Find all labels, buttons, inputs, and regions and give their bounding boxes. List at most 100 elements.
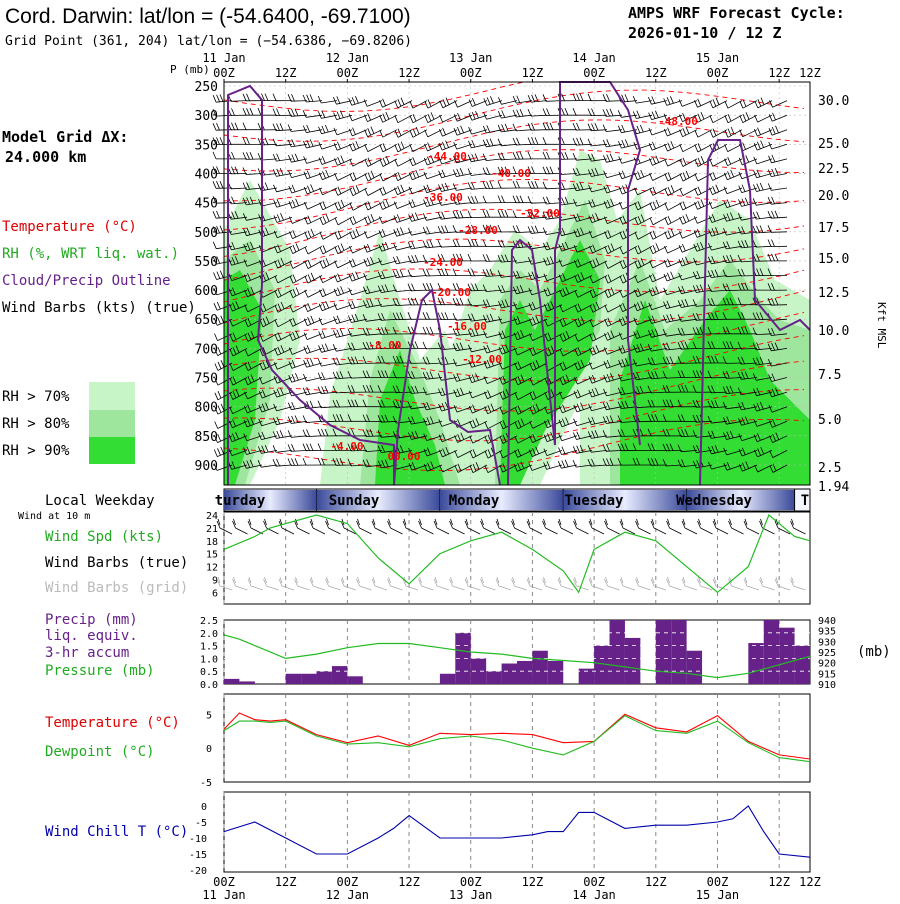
upper-barb-389 [423,461,443,472]
upper-barb-962 [769,100,788,108]
upper-barb-104 [272,93,293,102]
upper-barb-497 [497,138,518,147]
upper-barb-376 [422,268,443,277]
upper-barb-469 [483,112,503,120]
upper-barb-474 [482,181,503,189]
wind-barb-grid-15 [449,576,465,591]
upper-barb-634 [573,245,593,253]
upper-barb-498 [497,152,518,161]
upper-barb-40 [229,301,248,312]
upper-barb-451 [467,224,488,233]
upper-barb-501 [497,195,517,203]
pressure-ytick-920: 920 [818,659,836,670]
upper-barb-761 [649,199,668,211]
wind-ytick-18: 18 [206,537,218,548]
upper-barb-364 [424,99,443,109]
upper-barb-478 [482,239,503,247]
wind-barb-grid-1 [232,576,248,591]
bottom-date-3: 14 Jan [572,888,615,900]
upper-barb-468 [483,96,503,106]
temp-ytick-5: 5 [206,710,212,721]
upper-barb-274 [362,299,383,308]
pressure-ytick-910: 910 [818,680,836,691]
upper-barb-801 [662,399,682,408]
upper-barb-838 [694,186,713,196]
upper-barb-829 [677,429,698,437]
upper-barb-37 [228,256,248,266]
upper-barb-181 [302,457,323,466]
upper-barb-610 [558,273,578,283]
model-grid-value: 24.000 km [5,148,86,166]
upper-barb-574 [542,122,563,131]
p-tick-250: 250 [195,80,218,95]
upper-barb-432 [452,327,473,336]
upper-barb-792 [663,271,683,282]
upper-barb-141 [289,260,308,269]
wind-barb-true-7 [325,518,341,535]
upper-barb-596 [543,448,563,456]
upper-barb-564 [529,360,548,371]
precip-bar-37 [794,645,810,684]
upper-barb-271 [363,256,383,267]
upper-barb-679 [602,139,623,148]
upper-barb-299 [377,284,398,293]
upper-barb-597 [543,461,563,470]
upper-barb-725 [617,429,638,437]
upper-barb-927 [737,341,758,350]
upper-barb-742 [633,300,653,312]
wind-barb-grid-7 [325,576,341,591]
upper-barb-105 [272,108,293,116]
upper-barb-654 [587,153,608,162]
upper-barb-861 [709,141,728,153]
upper-barb-647 [573,431,593,440]
upper-barb-409 [437,373,458,381]
upper-barb-246 [348,271,368,282]
upper-barb-233 [332,458,353,466]
upper-barb-115 [274,257,293,269]
upper-barb-327 [392,312,413,321]
upper-barb-206 [317,443,337,451]
upper-barb-661 [589,257,608,269]
upper-barb-166 [304,245,323,255]
upper-barb-114 [274,244,293,254]
top-date-0: 11 Jan [202,51,245,65]
upper-barb-672 [587,416,608,425]
upper-barb-952 [752,327,773,335]
upper-barb-824 [677,356,698,364]
wind-barb-grid-20 [526,576,543,591]
upper-barb-171 [303,315,323,327]
upper-barb-763 [649,230,668,240]
upper-barb-549 [527,137,548,145]
upper-barb-129 [272,458,293,467]
upper-barb-981 [768,373,788,382]
upper-barb-529 [512,225,533,233]
upper-barb-330 [392,355,412,364]
upper-barb-56 [242,152,263,160]
upper-barb-272 [363,272,383,281]
p-tick-750: 750 [195,372,218,387]
upper-barb-902 [722,356,743,364]
upper-barb-155 [287,458,308,466]
upper-barb-865 [708,201,728,209]
upper-barb-628 [572,153,593,161]
upper-barb-517 [499,432,518,444]
upper-barb-946 [752,239,773,248]
upper-barb-238 [349,158,368,167]
upper-barb-311 [377,459,398,469]
upper-barb-505 [497,254,518,263]
temp-contour-2 [223,119,805,172]
upper-barb-483 [482,313,503,323]
upper-barb-800 [662,385,683,393]
upper-barb-285 [362,459,383,468]
upper-barb-419 [453,141,473,150]
precip-ytick-1.5: 1.5 [200,642,218,653]
upper-barb-464 [469,418,488,429]
upper-barb-300 [377,299,398,307]
upper-barb-562 [529,333,548,341]
upper-barb-857 [692,459,713,469]
upper-barb-943 [752,198,773,206]
weekday-5: T [801,493,809,509]
top-tick-2: 00Z [337,66,359,80]
upper-barb-984 [768,418,788,428]
